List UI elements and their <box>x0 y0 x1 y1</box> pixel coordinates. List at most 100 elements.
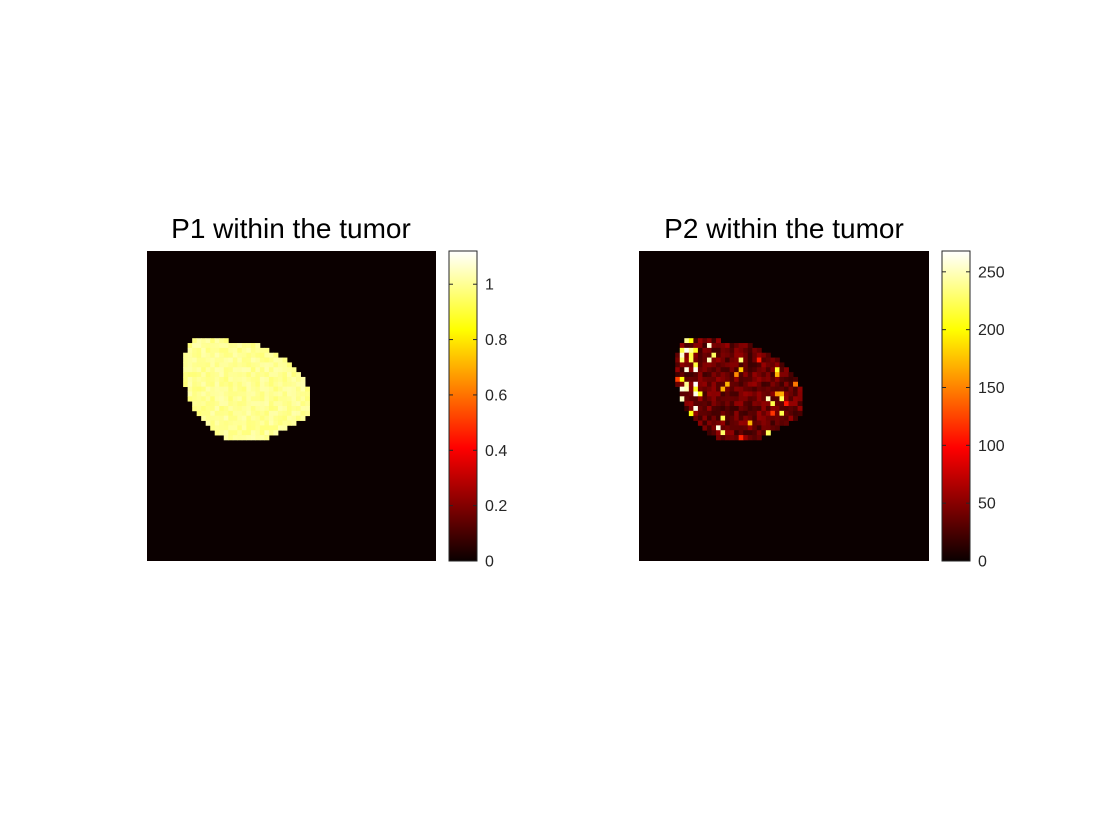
panel-p2-cell <box>752 410 758 417</box>
panel-p2-cell <box>734 343 740 349</box>
panel-p2-cell <box>688 391 694 397</box>
panel-p1-cell <box>219 386 225 392</box>
panel-p2-cell <box>688 396 694 402</box>
panel-p2-cell <box>720 430 726 436</box>
panel-p1-cell <box>196 410 202 417</box>
panel-p2-cell <box>788 386 794 392</box>
panel-p2-cell <box>684 396 690 402</box>
panel-p1-cell <box>210 425 216 431</box>
panel-p2-cell <box>734 410 740 417</box>
panel-p1-cell <box>300 381 306 388</box>
panel-p1-cell <box>210 376 216 383</box>
panel-p1-cell <box>205 415 211 421</box>
panel-p2-cell <box>702 415 708 421</box>
panel-p1-cell <box>219 396 225 402</box>
panel-p2-cell <box>756 410 762 417</box>
panel-p1-cell <box>192 376 198 383</box>
panel-p2-cell <box>688 376 694 383</box>
panel-p1-cell <box>228 376 234 383</box>
panel-p2-cell <box>734 352 740 358</box>
panel-p2-cell <box>702 420 708 426</box>
panel-p2-cell <box>765 396 771 402</box>
panel-p2-cell <box>711 406 717 412</box>
panel-p1-cell <box>237 420 243 426</box>
panel-p2-cell <box>729 362 735 368</box>
panel-p1-cell <box>228 357 234 363</box>
panel-p2-cell <box>716 391 721 397</box>
panel-p2-cell <box>756 425 762 431</box>
panel-p1-cell <box>241 406 247 412</box>
panel-p1-cell <box>201 391 207 397</box>
panel-p2-cell <box>738 415 744 421</box>
panel-p2-cell <box>697 338 703 344</box>
panel-p1-cell <box>228 430 234 436</box>
panel-p2-cell <box>675 362 681 368</box>
panel-p1-cell <box>300 386 306 392</box>
panel-p2-cell <box>747 376 753 383</box>
panel-p1-cell <box>201 343 207 349</box>
panel-p1-cell <box>291 420 297 426</box>
panel-p1-cell <box>300 391 306 397</box>
panel-p1-cell <box>214 406 220 412</box>
panel-p2-cell <box>756 376 762 383</box>
panel-p1-cell <box>196 372 202 378</box>
panel-p1-cell <box>259 376 265 383</box>
panel-p1-cell <box>228 435 234 441</box>
panel-p2-cell <box>706 338 712 344</box>
panel-p2-cell <box>725 420 731 426</box>
panel-p2-cell <box>725 435 731 441</box>
panel-p2-cell <box>743 362 749 368</box>
panel-p1-cell <box>232 415 238 421</box>
panel-p2-cell <box>793 410 798 417</box>
panel-p1-cell <box>219 391 225 397</box>
panel-p2-cell <box>756 372 762 378</box>
panel-p2-cell <box>716 381 721 388</box>
panel-p2-cell <box>734 406 740 412</box>
panel-p2-cell <box>729 435 735 441</box>
panel-p1-cell <box>196 338 202 344</box>
panel-p2-cell <box>752 347 758 354</box>
panel-p2-cell <box>697 406 703 412</box>
panel-p1-cell <box>192 372 198 378</box>
panel-p1-cell <box>273 391 279 397</box>
panel-p2-cell <box>770 396 776 402</box>
panel-p2-cell <box>729 420 735 426</box>
panel-p1-cell <box>277 386 283 392</box>
panel-p2-cell <box>779 420 785 426</box>
panel-p1-cell <box>282 362 288 368</box>
panel-p2-cell <box>693 406 699 412</box>
panel-p1-cell <box>259 396 265 402</box>
panel-p1-cell <box>259 352 265 358</box>
panel-p1-cell <box>196 391 202 397</box>
panel-p1-cell <box>201 396 207 402</box>
panel-p1-cell <box>250 391 256 397</box>
panel-p1-cell <box>210 410 216 417</box>
panel-p2-cell <box>738 406 744 412</box>
panel-p2-cell <box>684 381 690 388</box>
panel-p2-cell <box>697 401 703 407</box>
panel-p1-cell <box>192 338 198 344</box>
panel-p1-cell <box>223 415 229 421</box>
panel-p2-cell <box>734 362 740 368</box>
panel-p1-cell <box>273 381 279 388</box>
panel-p1-cell <box>223 435 229 441</box>
panel-p1-cell <box>196 343 202 349</box>
panel-p2-cell <box>697 396 703 402</box>
panel-p2-cell <box>725 391 731 397</box>
panel-p2-cell <box>788 396 794 402</box>
panel-p2-cell <box>720 376 726 383</box>
panel-p1-cell <box>219 425 225 431</box>
panel-p2-cell <box>770 372 776 378</box>
panel-p2-cell <box>693 410 699 417</box>
panel-p2-cell <box>702 338 708 344</box>
panel-p2-cell <box>702 406 708 412</box>
panel-p2-cell <box>752 381 758 388</box>
panel-p1-cell <box>237 362 243 368</box>
panel-p2-cell <box>675 372 681 378</box>
panel-p2-cell <box>716 406 721 412</box>
panel-p1-cell <box>219 420 225 426</box>
panel-p1-cell <box>291 396 297 402</box>
panel-p1-cell <box>228 425 234 431</box>
panel-p1-cell <box>264 376 270 383</box>
panel-p1-cell <box>214 391 220 397</box>
